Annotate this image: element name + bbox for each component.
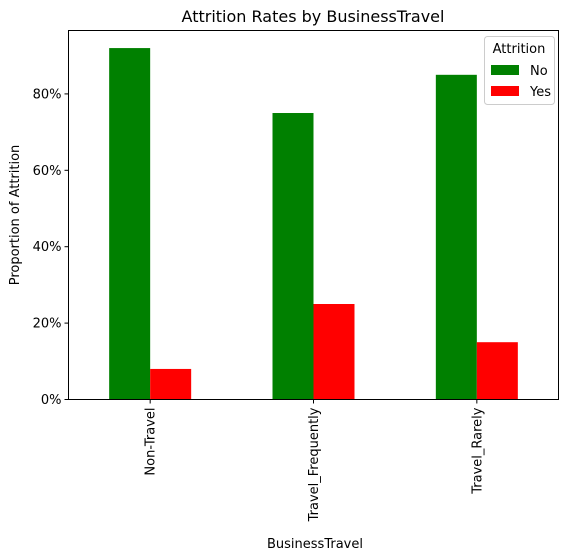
bars-group — [109, 48, 518, 400]
legend-label-yes: Yes — [529, 85, 551, 100]
legend-label-no: No — [530, 64, 548, 79]
plot-frame — [68, 30, 559, 400]
bar-no-non-travel — [109, 48, 151, 400]
legend-swatch-yes — [491, 86, 519, 96]
bar-no-travel-rarely — [435, 74, 477, 400]
x-tick-label: Travel_Frequently — [307, 407, 322, 522]
legend-swatch-no — [491, 65, 519, 75]
chart-title: Attrition Rates by BusinessTravel — [182, 7, 445, 26]
y-tick-label: 40% — [33, 240, 62, 255]
legend-title: Attrition — [493, 42, 546, 57]
y-tick-label: 0% — [41, 393, 62, 408]
y-axis: 0% 20% 40% 60% 80% — [33, 87, 69, 408]
y-axis-label: Proportion of Attrition — [8, 145, 23, 286]
x-tick-label: Travel_Rarely — [470, 407, 485, 495]
bar-yes-non-travel — [150, 368, 192, 400]
bar-yes-travel-frequently — [313, 304, 355, 400]
legend: Attrition No Yes — [484, 36, 555, 105]
y-tick-label: 80% — [33, 87, 62, 102]
bar-yes-travel-rarely — [476, 342, 518, 400]
bar-no-travel-frequently — [272, 113, 314, 400]
x-axis-label: BusinessTravel — [267, 537, 363, 552]
x-axis: Non-Travel Travel_Frequently Travel_Rarely — [144, 399, 485, 522]
x-tick-label: Non-Travel — [144, 408, 159, 476]
y-tick-label: 60% — [33, 164, 62, 179]
y-tick-label: 20% — [33, 317, 62, 332]
